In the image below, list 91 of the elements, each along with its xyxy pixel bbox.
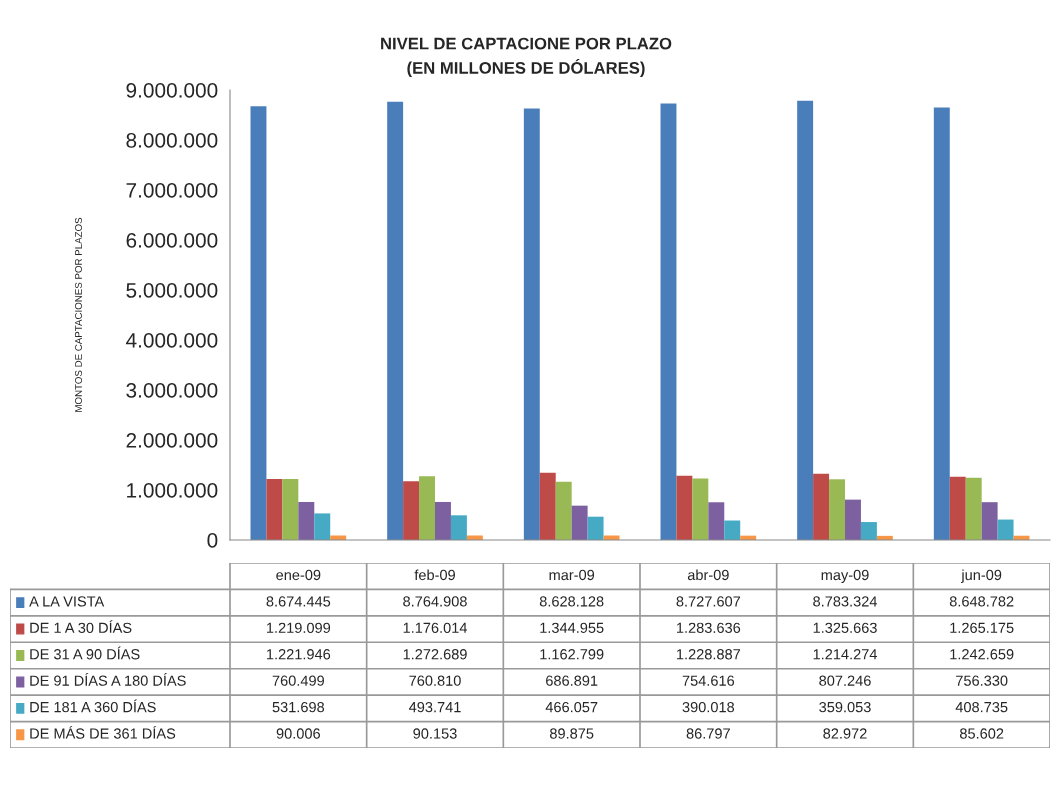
bar [282, 478, 299, 540]
bar [997, 519, 1014, 540]
data-label: 8.727.607 [676, 596, 741, 607]
data-label: 90.006 [276, 728, 320, 739]
x-tick-label: jun-09 [961, 569, 1002, 584]
data-label: 8.764.908 [403, 596, 467, 607]
data-label: 1.214.274 [813, 649, 878, 660]
data-label: 8.628.128 [539, 596, 604, 607]
data-label: 1.162.799 [540, 649, 604, 660]
data-label: 8.674.445 [266, 596, 331, 607]
bar [965, 477, 982, 540]
data-label: 89.875 [550, 728, 594, 739]
bar [660, 103, 677, 540]
y-tick-label: 3.000.000 [126, 383, 218, 398]
bar [829, 479, 845, 540]
data-label: 1.176.014 [403, 622, 468, 633]
bar [539, 472, 556, 540]
y-tick-label: 5.000.000 [126, 283, 218, 298]
bar [571, 505, 588, 540]
data-label: 86.797 [686, 728, 730, 739]
data-label: 390.018 [682, 701, 735, 713]
data-label: 359.053 [819, 701, 871, 713]
bar [523, 108, 540, 540]
data-label: 82.972 [823, 728, 867, 739]
data-label: 1.325.663 [813, 622, 877, 633]
y-tick-label: 7.000.000 [126, 183, 218, 198]
bar [298, 501, 315, 540]
y-axis-title: MONTOS DE CAPTACIONES POR PLAZOS [75, 217, 82, 412]
bar [797, 100, 814, 540]
data-label: 1.265.175 [950, 622, 1014, 633]
bar [692, 478, 709, 540]
bar [387, 101, 404, 540]
data-label: 8.648.782 [949, 596, 1014, 607]
data-label: 760.499 [272, 675, 324, 686]
bar [933, 107, 950, 540]
data-label: 85.602 [960, 728, 1004, 739]
data-label: 1.272.689 [403, 649, 467, 660]
bar [435, 501, 451, 540]
bar [949, 476, 966, 540]
y-tick-label: 2.000.000 [126, 433, 218, 448]
x-tick-label: feb-09 [414, 569, 455, 581]
data-label: 1.344.955 [540, 622, 604, 633]
y-tick-label: 4.000.000 [126, 333, 218, 348]
legend-label: DE 181 A 360 DÍAS [30, 699, 156, 713]
bar [724, 520, 741, 540]
bar [676, 475, 693, 540]
bar [419, 476, 435, 540]
chart-subtitle: (EN MILLONES DE DÓLARES) [407, 58, 645, 78]
data-label: 8.783.324 [813, 596, 878, 607]
data-label: 466.057 [545, 701, 598, 713]
data-label: 1.221.946 [267, 649, 331, 660]
bar [403, 481, 420, 540]
data-label: 1.283.636 [677, 622, 741, 633]
data-label: 493.741 [408, 701, 461, 713]
legend-label: DE 91 DÍAS A 180 DÍAS [30, 673, 186, 686]
y-tick-label: 0 [207, 533, 218, 548]
bar [266, 479, 283, 540]
legend-label: DE MÁS DE 361 DÍAS [30, 725, 176, 739]
bar [555, 481, 572, 540]
bar [845, 499, 861, 540]
y-tick-label: 1.000.000 [127, 483, 218, 498]
y-tick-label: 6.000.000 [126, 233, 218, 248]
x-tick-label: ene-09 [276, 569, 321, 581]
chart-title: NIVEL DE CAPTACIONE POR PLAZO [381, 37, 672, 50]
data-label: 1.228.887 [677, 649, 741, 660]
y-tick-label: 8.000.000 [126, 133, 218, 148]
legend-label: A LA VISTA [29, 596, 105, 607]
data-label: 756.330 [956, 675, 1008, 686]
data-label: 760.810 [409, 675, 461, 686]
data-label: 1.219.099 [267, 622, 331, 633]
x-tick-label: abr-09 [687, 569, 729, 581]
data-label: 807.246 [819, 675, 871, 686]
data-label: 1.242.659 [950, 649, 1014, 660]
x-tick-label: mar-09 [549, 569, 595, 581]
data-label: 754.616 [682, 675, 735, 686]
bar [587, 516, 604, 540]
data-label: 531.698 [272, 701, 325, 713]
bar [708, 502, 725, 540]
data-label: 686.891 [546, 675, 598, 686]
bar [860, 522, 877, 540]
bar [450, 515, 467, 540]
data-label: 90.153 [413, 728, 457, 739]
bar [314, 513, 331, 540]
bar [981, 502, 998, 540]
bar [813, 473, 830, 540]
data-label: 408.735 [955, 701, 1008, 713]
legend-label: DE 31 A 90 DÍAS [30, 646, 140, 660]
x-tick-label: may-09 [821, 569, 869, 584]
legend-label: DE 1 A 30 DÍAS [30, 620, 132, 633]
bar [250, 106, 267, 540]
y-tick-label: 9.000.000 [126, 83, 218, 98]
